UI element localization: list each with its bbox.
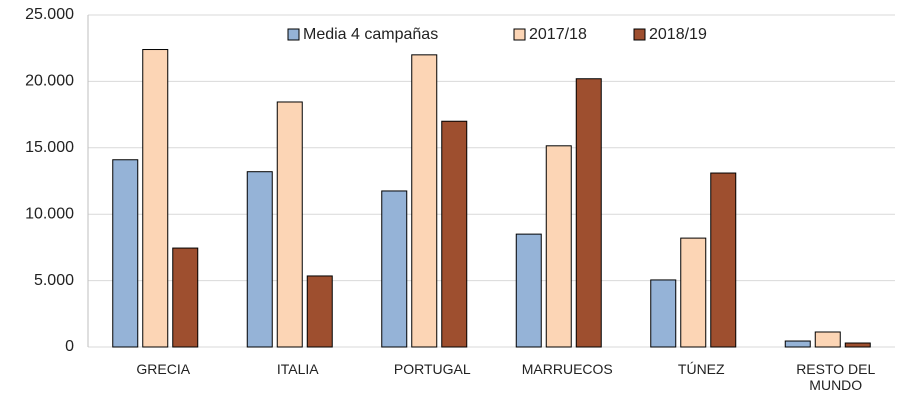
- x-tick-label: GRECIA: [136, 361, 191, 377]
- bar: [246, 171, 273, 348]
- bar: [172, 247, 199, 348]
- legend-label: 2017/18: [529, 26, 587, 43]
- x-tick-label: MARRUECOS: [521, 361, 613, 377]
- bar: [112, 159, 139, 348]
- bar: [680, 237, 707, 348]
- legend-item: 2017/18: [513, 26, 587, 43]
- legend-swatch: [633, 28, 646, 41]
- bar: [650, 279, 677, 348]
- bar: [515, 233, 542, 348]
- bar: [441, 120, 468, 348]
- y-tick-label: 25.000: [25, 6, 74, 23]
- y-tick-label: 15.000: [25, 139, 74, 156]
- bar: [411, 54, 438, 348]
- legend-item: Media 4 campañas: [287, 26, 438, 43]
- bar: [575, 78, 602, 348]
- y-tick-label: 0: [65, 338, 74, 355]
- legend-label: Media 4 campañas: [303, 26, 438, 43]
- bar: [814, 331, 841, 348]
- x-tick-label: ITALIA: [276, 361, 319, 377]
- bar: [844, 342, 871, 348]
- bar: [710, 172, 737, 348]
- legend-item: 2018/19: [633, 26, 707, 43]
- bar: [784, 340, 811, 348]
- bar: [142, 49, 169, 348]
- x-tick-label: TÚNEZ: [677, 361, 725, 377]
- legend-swatch: [287, 28, 300, 41]
- bar: [381, 190, 408, 348]
- legend-swatch: [513, 28, 526, 41]
- x-tick-label: RESTO DEL MUNDO: [796, 361, 876, 393]
- x-tick-label: PORTUGAL: [393, 361, 471, 377]
- legend-label: 2018/19: [649, 26, 707, 43]
- y-tick-label: 10.000: [25, 205, 74, 222]
- bar: [276, 101, 303, 348]
- y-tick-label: 20.000: [25, 73, 74, 90]
- bar: [306, 275, 333, 348]
- bar: [545, 145, 572, 348]
- y-tick-label: 5.000: [34, 272, 74, 289]
